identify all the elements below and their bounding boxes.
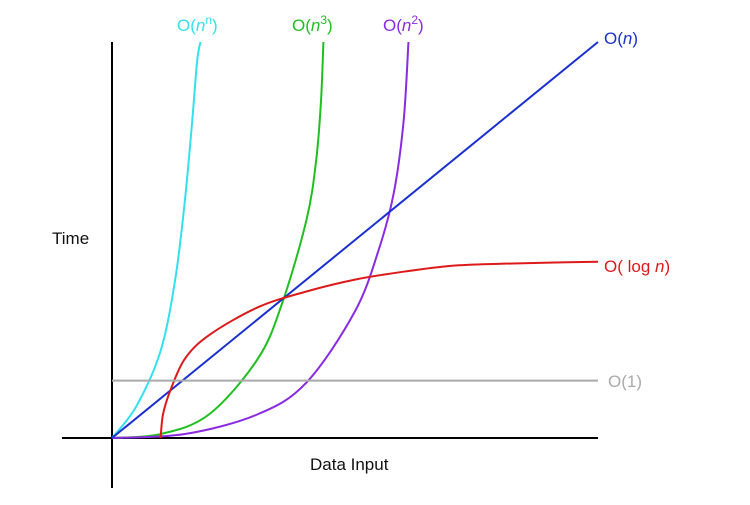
axes: Time Data Input <box>52 42 598 488</box>
series-label-o-1: O(1) <box>608 372 642 391</box>
series-label-o-log-n: O( log n) <box>604 257 670 276</box>
series-label-o-n-3: O(n3) <box>292 13 333 35</box>
series-line-o-n-2 <box>111 41 410 439</box>
series-label-o-n: O(n) <box>604 29 638 48</box>
x-axis-label: Data Input <box>310 455 389 474</box>
series-line-o-n-n <box>111 41 202 439</box>
series-labels: O(nn) O(n3) O(n2) O(n) O( log n) O(1) <box>177 13 670 391</box>
series-label-o-n-n: O(nn) <box>177 13 218 35</box>
series-lines <box>111 41 599 439</box>
series-line-o-log-n <box>159 260 599 439</box>
series-line-o-n-3 <box>111 41 325 439</box>
series-line-o-n <box>111 41 599 439</box>
series-label-o-n-2: O(n2) <box>383 13 424 35</box>
y-axis-label: Time <box>52 229 89 248</box>
